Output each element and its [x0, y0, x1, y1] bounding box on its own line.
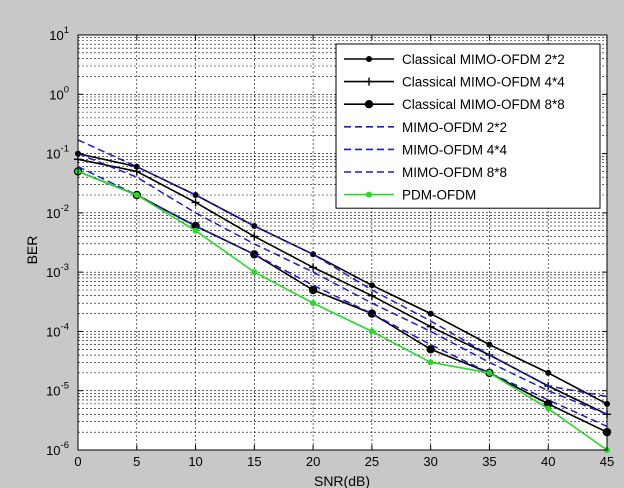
legend-marker [365, 77, 373, 86]
y-tick-label: 10-2 [46, 203, 69, 221]
data-point [250, 232, 259, 241]
x-tick-label: 10 [188, 454, 202, 469]
data-point [486, 369, 493, 376]
data-point [486, 341, 493, 348]
data-point [308, 285, 318, 295]
legend: Classical MIMO-OFDM 2*2 Classical MIMO-OF… [335, 43, 601, 209]
legend-label: Classical MIMO-OFDM 4*4 [402, 75, 565, 90]
data-point [192, 192, 199, 199]
legend-label: PDM-OFDM [402, 188, 476, 203]
legend-label: Classical MIMO-OFDM 8*8 [402, 97, 565, 112]
legend-marker [364, 100, 374, 109]
data-point [427, 310, 434, 317]
legend-entry: MIMO-OFDM 8*8 [344, 165, 507, 180]
legend-label: MIMO-OFDM 4*4 [402, 142, 507, 157]
data-point [367, 309, 377, 318]
x-tick-label: 30 [423, 454, 437, 469]
legend-entry: MIMO-OFDM 4*4 [344, 142, 507, 157]
y-tick-label: 10-1 [46, 144, 69, 162]
legend-label: Classical MIMO-OFDM 2*2 [402, 52, 565, 67]
data-point [545, 405, 552, 412]
series-2 [73, 167, 612, 437]
x-tick-label: 15 [247, 454, 261, 469]
data-point [427, 359, 434, 366]
x-tick-label: 0 [74, 454, 81, 469]
data-point [133, 192, 140, 199]
axis-ticks: 0 5 10 15 20 25 30 35 40 45 10-6 10-5 10-4 10-3 10-2 10… [46, 25, 614, 469]
y-tick-label: 10-6 [46, 440, 69, 458]
legend-entry: PDM-OFDM [344, 188, 476, 203]
data-point [368, 282, 375, 289]
x-axis-label: SNR(dB) [314, 473, 370, 488]
data-point [310, 300, 317, 307]
data-point [251, 223, 258, 230]
x-tick-label: 40 [541, 454, 555, 469]
data-point [545, 369, 552, 376]
series-line [77, 152, 608, 405]
data-point [191, 221, 200, 231]
y-tick-label: 10-5 [46, 381, 69, 399]
legend-entry: Classical MIMO-OFDM 8*8 [344, 97, 565, 112]
data-point [132, 167, 141, 176]
series-line [77, 139, 608, 398]
x-tick-label: 45 [600, 454, 614, 469]
data-point [250, 250, 259, 259]
legend-marker [366, 56, 372, 62]
legend-label: MIMO-OFDM 2*2 [402, 120, 507, 135]
data-point [544, 399, 553, 409]
data-point [251, 269, 258, 276]
x-tick-label: 20 [306, 454, 320, 469]
x-tick-label: 35 [482, 454, 496, 469]
legend-entry: MIMO-OFDM 2*2 [344, 120, 507, 135]
x-tick-label: 25 [365, 454, 379, 469]
series-line [77, 170, 608, 451]
y-tick-label: 101 [49, 25, 69, 43]
series-line [77, 170, 608, 433]
legend-marker [366, 191, 372, 198]
data-point [192, 227, 199, 234]
legend-entry: Classical MIMO-OFDM 4*4 [344, 75, 565, 90]
y-tick-label: 10-3 [46, 262, 69, 280]
data-point [368, 328, 375, 335]
series-3 [77, 139, 608, 398]
plot-border [77, 34, 608, 451]
x-tick-label: 5 [133, 454, 140, 469]
plot-lines [73, 139, 612, 453]
y-axis-label: BER [24, 236, 40, 265]
data-point [426, 345, 435, 354]
y-tick-label: 10-4 [46, 321, 69, 339]
data-point [191, 198, 200, 207]
series-6 [75, 168, 610, 453]
data-point [309, 263, 318, 272]
legend-label: MIMO-OFDM 8*8 [402, 165, 507, 180]
data-point [426, 322, 435, 331]
data-point [367, 291, 376, 300]
y-tick-label: 100 [49, 84, 69, 102]
legend-entry: Classical MIMO-OFDM 2*2 [344, 52, 565, 67]
